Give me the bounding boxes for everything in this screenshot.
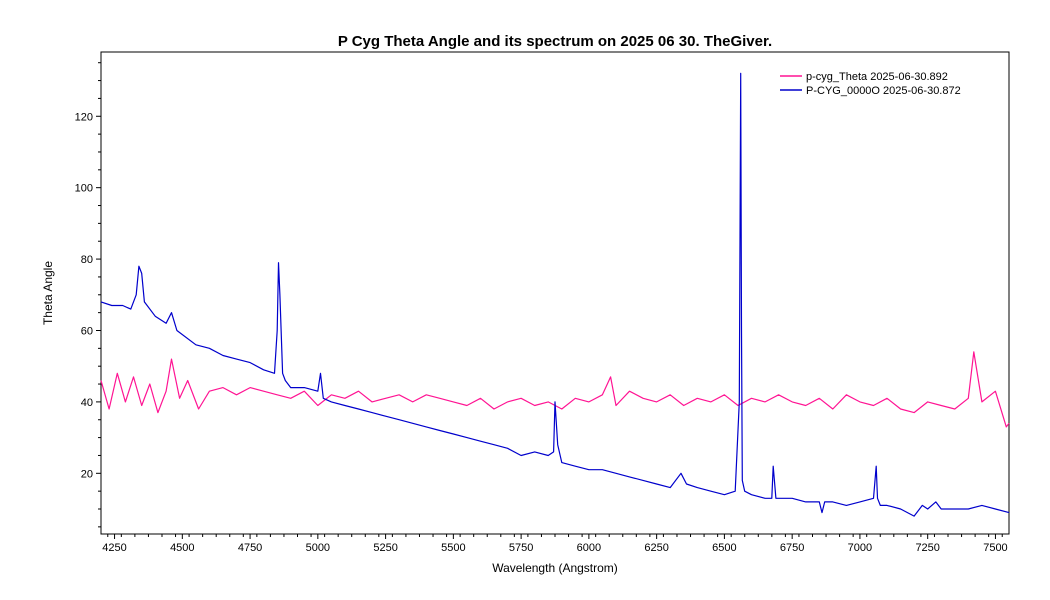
legend-label-0: p-cyg_Theta 2025-06-30.892 [806, 71, 948, 83]
y-tick-label-4: 100 [75, 183, 93, 195]
x-tick-label-3: 5000 [306, 542, 330, 554]
x-tick-label-7: 6000 [577, 542, 601, 554]
plot-area [100, 51, 1010, 535]
series-line-0 [100, 351, 1010, 428]
x-tick-label-12: 7250 [915, 542, 939, 554]
x-tick-label-0: 4250 [102, 542, 126, 554]
x-tick-label-6: 5750 [509, 542, 533, 554]
x-tick-label-2: 4750 [238, 542, 262, 554]
legend: p-cyg_Theta 2025-06-30.892 P-CYG_0000O 20… [780, 71, 961, 97]
x-axis-label: Wavelength (Angstrom) [492, 561, 618, 575]
y-axis-label: Theta Angle [41, 261, 55, 325]
x-axis: 4250 4500 4750 5000 5250 5500 5750 6000 6250 6500… [102, 534, 1008, 554]
y-tick-label-5: 120 [75, 111, 93, 123]
legend-label-1: P-CYG_0000O 2025-06-30.872 [806, 85, 961, 97]
x-tick-label-11: 7000 [848, 542, 872, 554]
series-layer [100, 72, 1010, 517]
plot-frame [100, 51, 1010, 535]
y-tick-label-0: 20 [81, 468, 93, 480]
y-tick-label-2: 60 [81, 325, 93, 337]
x-tick-label-13: 7500 [983, 542, 1007, 554]
x-tick-label-5: 5500 [441, 542, 465, 554]
series-line-1 [100, 72, 1010, 517]
x-tick-label-9: 6500 [712, 542, 736, 554]
y-tick-label-1: 40 [81, 397, 93, 409]
chart-title: P Cyg Theta Angle and its spectrum on 20… [338, 33, 772, 50]
x-tick-label-4: 5250 [373, 542, 397, 554]
x-tick-label-1: 4500 [170, 542, 194, 554]
x-tick-label-10: 6750 [780, 542, 804, 554]
x-tick-label-8: 6250 [644, 542, 668, 554]
y-tick-label-3: 80 [81, 254, 93, 266]
y-axis: 20 40 60 80 100 120 [75, 62, 101, 528]
